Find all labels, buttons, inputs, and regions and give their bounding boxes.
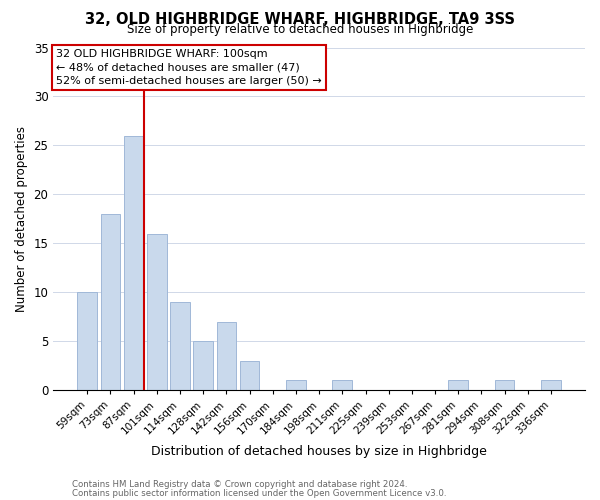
Text: Size of property relative to detached houses in Highbridge: Size of property relative to detached ho… [127,22,473,36]
Y-axis label: Number of detached properties: Number of detached properties [15,126,28,312]
Text: 32 OLD HIGHBRIDGE WHARF: 100sqm
← 48% of detached houses are smaller (47)
52% of: 32 OLD HIGHBRIDGE WHARF: 100sqm ← 48% of… [56,49,322,86]
Bar [217,322,236,390]
Text: Contains public sector information licensed under the Open Government Licence v3: Contains public sector information licen… [72,488,446,498]
Bar [240,361,259,390]
Bar [495,380,514,390]
X-axis label: Distribution of detached houses by size in Highbridge: Distribution of detached houses by size … [151,444,487,458]
Bar [77,292,97,390]
Bar [448,380,468,390]
Bar [170,302,190,390]
Text: 32, OLD HIGHBRIDGE WHARF, HIGHBRIDGE, TA9 3SS: 32, OLD HIGHBRIDGE WHARF, HIGHBRIDGE, TA… [85,12,515,28]
Bar [286,380,306,390]
Bar [193,342,213,390]
Bar [541,380,561,390]
Bar [332,380,352,390]
Bar [124,136,143,390]
Bar [101,214,121,390]
Text: Contains HM Land Registry data © Crown copyright and database right 2024.: Contains HM Land Registry data © Crown c… [72,480,407,489]
Bar [147,234,167,390]
